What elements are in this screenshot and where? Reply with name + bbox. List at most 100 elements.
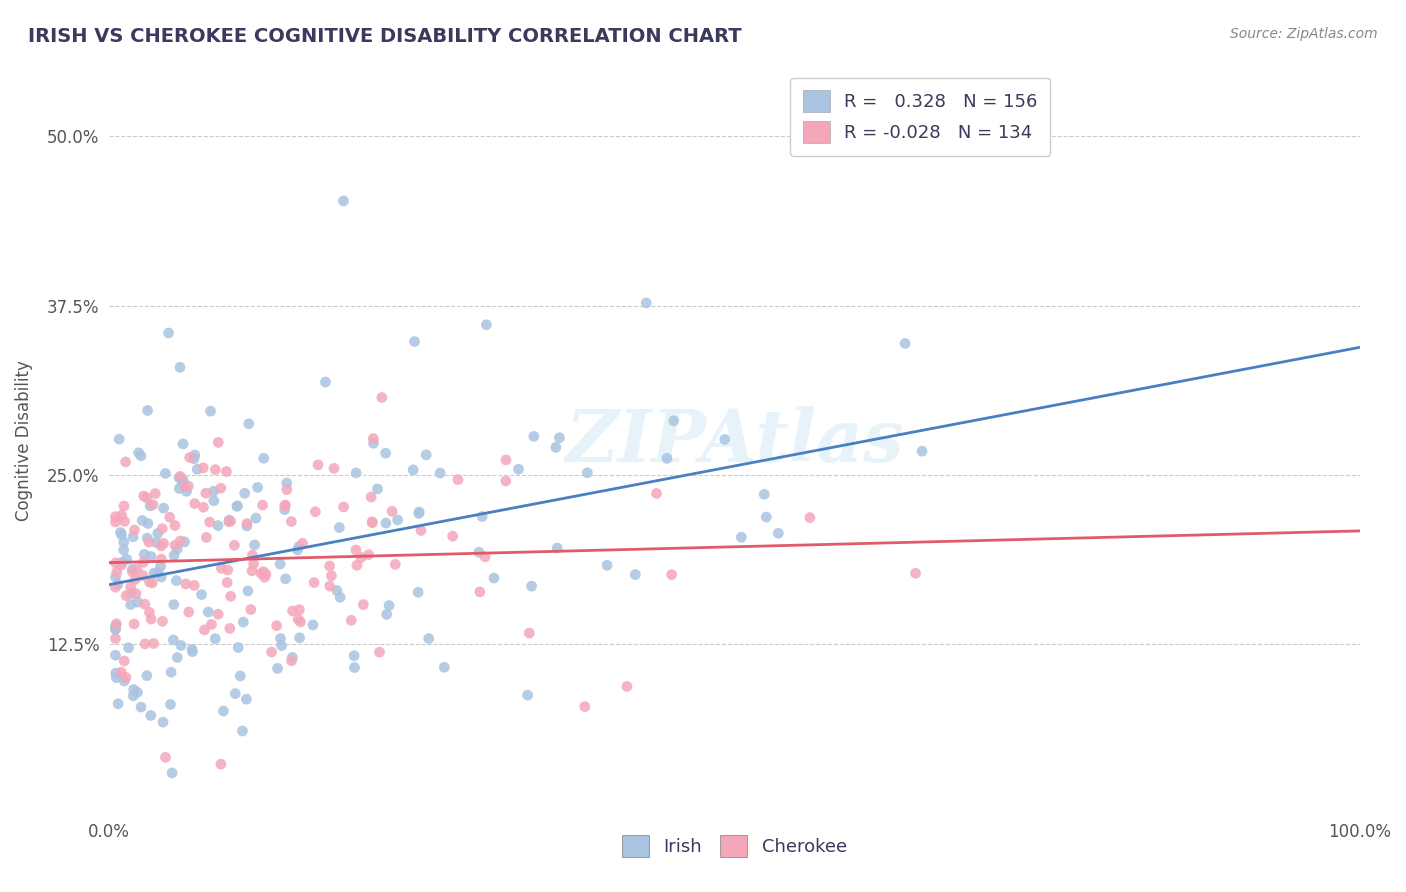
Point: [357, 548, 380, 562]
Point: [287, 612, 309, 626]
Point: [408, 505, 430, 519]
Point: [139, 708, 162, 723]
Point: [127, 685, 149, 699]
Point: [160, 665, 183, 680]
Point: [375, 607, 398, 622]
Point: [142, 636, 165, 650]
Point: [409, 524, 432, 538]
Point: [328, 520, 350, 534]
Point: [117, 640, 139, 655]
Point: [134, 547, 156, 561]
Point: [235, 692, 257, 706]
Point: [219, 590, 242, 604]
Point: [135, 668, 157, 682]
Point: [152, 536, 174, 550]
Point: [799, 510, 821, 524]
Point: [115, 670, 138, 684]
Point: [360, 490, 382, 504]
Point: [125, 586, 148, 600]
Point: [202, 484, 225, 499]
Point: [252, 498, 274, 512]
Point: [200, 617, 222, 632]
Point: [150, 522, 173, 536]
Point: [105, 616, 128, 631]
Point: [252, 565, 274, 579]
Point: [104, 556, 127, 570]
Point: [468, 545, 491, 559]
Point: [124, 523, 146, 537]
Point: [136, 403, 159, 417]
Point: [142, 498, 165, 512]
Point: [104, 570, 127, 584]
Point: [138, 574, 160, 589]
Text: ZIPAtlas: ZIPAtlas: [565, 406, 904, 476]
Point: [236, 519, 259, 533]
Point: [183, 578, 205, 592]
Point: [170, 639, 193, 653]
Point: [162, 632, 184, 647]
Point: [218, 515, 240, 529]
Point: [361, 515, 384, 529]
Point: [132, 568, 155, 582]
Point: [645, 486, 668, 500]
Point: [332, 194, 354, 208]
Point: [344, 543, 367, 558]
Point: [217, 575, 239, 590]
Point: [238, 417, 260, 431]
Point: [177, 605, 200, 619]
Point: [482, 571, 505, 585]
Point: [344, 466, 367, 480]
Point: [447, 473, 470, 487]
Point: [755, 510, 778, 524]
Point: [134, 597, 156, 611]
Point: [548, 431, 571, 445]
Point: [332, 500, 354, 514]
Point: [226, 500, 249, 514]
Point: [150, 570, 173, 584]
Point: [636, 296, 658, 310]
Point: [143, 486, 166, 500]
Point: [110, 525, 132, 540]
Point: [135, 491, 157, 505]
Point: [169, 360, 191, 375]
Point: [516, 688, 538, 702]
Point: [115, 589, 138, 603]
Point: [218, 513, 240, 527]
Point: [104, 619, 127, 633]
Point: [209, 757, 232, 772]
Point: [207, 435, 229, 450]
Point: [179, 450, 201, 465]
Point: [266, 618, 288, 632]
Point: [378, 599, 401, 613]
Point: [110, 508, 132, 523]
Point: [274, 499, 297, 513]
Point: [122, 682, 145, 697]
Point: [136, 516, 159, 531]
Point: [894, 336, 917, 351]
Point: [183, 451, 205, 466]
Point: [415, 448, 437, 462]
Point: [139, 612, 162, 626]
Point: [239, 602, 262, 616]
Point: [366, 482, 388, 496]
Point: [290, 615, 312, 629]
Point: [318, 559, 340, 574]
Point: [172, 473, 194, 487]
Point: [129, 449, 152, 463]
Point: [186, 462, 208, 476]
Point: [121, 562, 143, 576]
Point: [105, 565, 128, 579]
Point: [713, 433, 735, 447]
Point: [269, 632, 291, 646]
Point: [374, 516, 396, 530]
Point: [204, 462, 226, 476]
Point: [104, 623, 127, 637]
Point: [242, 557, 264, 571]
Point: [163, 538, 186, 552]
Point: [104, 648, 127, 663]
Point: [576, 466, 599, 480]
Point: [143, 566, 166, 580]
Point: [150, 539, 173, 553]
Point: [363, 432, 385, 446]
Point: [169, 482, 191, 496]
